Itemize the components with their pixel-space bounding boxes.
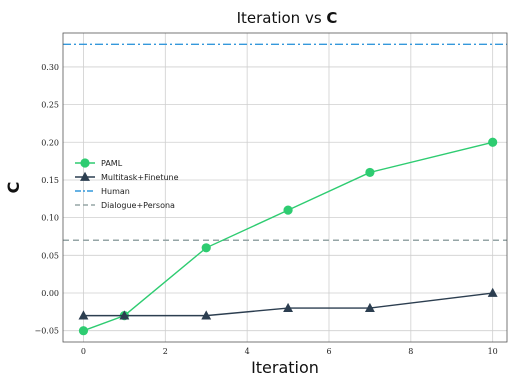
y-tick-label: 0.05 xyxy=(41,251,59,260)
data-point-paml xyxy=(201,243,211,253)
x-axis-ticks: 0 2 4 6 8 10 xyxy=(81,347,498,356)
data-point-multitask-finetune xyxy=(364,302,375,312)
legend-label: Dialogue+Persona xyxy=(101,201,175,210)
legend-entry: Multitask+Finetune xyxy=(75,171,179,182)
reference-lines xyxy=(63,43,507,241)
x-tick-label: 4 xyxy=(245,347,250,356)
x-tick-label: 0 xyxy=(81,347,86,356)
legend-entry: Dialogue+Persona xyxy=(75,201,175,210)
data-point-paml xyxy=(365,167,375,178)
series-layer xyxy=(78,137,498,336)
x-tick-label: 10 xyxy=(488,347,498,356)
y-tick-label: −0.05 xyxy=(34,327,59,336)
data-point-multitask-finetune xyxy=(283,302,294,312)
grid xyxy=(63,33,507,342)
data-point-multitask-finetune xyxy=(119,310,130,320)
legend-entry: PAML xyxy=(75,158,123,168)
legend-label: PAML xyxy=(101,159,123,168)
y-tick-label: 0.30 xyxy=(41,63,59,72)
y-axis-label: C xyxy=(4,182,23,194)
legend-marker-circle xyxy=(80,158,90,168)
y-tick-label: 0.20 xyxy=(41,138,59,147)
y-tick-label: 0.25 xyxy=(41,101,59,110)
data-point-multitask-finetune xyxy=(78,310,89,320)
data-point-paml xyxy=(488,137,498,147)
legend-label: Human xyxy=(101,187,130,196)
data-point-multitask-finetune xyxy=(201,310,212,320)
y-axis-ticks: −0.05 0.00 0.05 0.10 0.15 0.20 0.25 0.30 xyxy=(34,63,59,336)
data-point-multitask-finetune xyxy=(487,287,498,297)
legend-marker-triangle xyxy=(80,171,90,181)
chart-title: Iteration vs C xyxy=(237,9,338,27)
plot-border xyxy=(62,32,508,343)
series-line-paml xyxy=(83,141,493,332)
series-line-multitask-finetune xyxy=(83,292,493,317)
x-tick-label: 2 xyxy=(163,347,168,356)
legend-entry: Human xyxy=(75,187,130,196)
data-point-paml xyxy=(78,326,89,336)
x-tick-label: 8 xyxy=(408,347,413,356)
data-point-paml xyxy=(283,205,293,215)
legend: PAML Multitask+Finetune Human Dialogue+Pers… xyxy=(75,158,179,210)
y-tick-label: 0.00 xyxy=(41,289,59,298)
legend-label: Multitask+Finetune xyxy=(101,173,179,182)
x-tick-label: 6 xyxy=(326,347,331,356)
y-tick-label: 0.10 xyxy=(41,214,59,223)
x-axis-label: Iteration xyxy=(251,358,319,376)
y-tick-label: 0.15 xyxy=(41,176,59,185)
